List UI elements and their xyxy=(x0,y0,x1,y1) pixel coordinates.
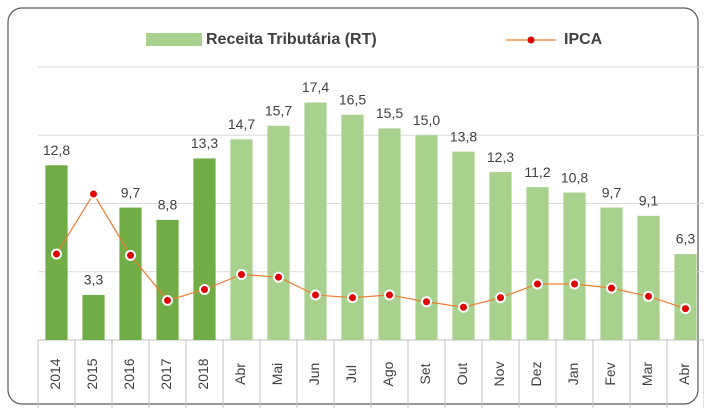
data-label: 15,7 xyxy=(265,102,292,118)
data-label: 16,5 xyxy=(339,91,366,107)
x-tick-label: Fev xyxy=(602,362,618,385)
data-label: 17,4 xyxy=(302,79,329,95)
data-label: 13,8 xyxy=(450,128,477,144)
line-marker xyxy=(680,303,691,315)
bar xyxy=(193,158,216,340)
line-marker xyxy=(532,278,543,290)
bar xyxy=(452,151,475,340)
bar xyxy=(526,187,549,340)
x-tick-label: Ago xyxy=(380,361,396,386)
line-marker xyxy=(236,268,247,280)
x-tick-label: Jul xyxy=(343,365,359,383)
legend-marker xyxy=(527,36,535,44)
bar xyxy=(674,254,697,340)
x-tick-label: Abr xyxy=(232,363,248,385)
x-tick-label: 2017 xyxy=(158,358,174,389)
data-label: 8,8 xyxy=(158,197,178,213)
bar xyxy=(304,102,327,341)
x-tick-label: Out xyxy=(454,363,470,386)
bar xyxy=(378,128,401,340)
bar xyxy=(637,215,660,340)
line-marker xyxy=(125,249,136,261)
data-label: 11,2 xyxy=(524,164,550,180)
x-tick-label: Mar xyxy=(639,362,655,386)
bar xyxy=(341,114,364,341)
data-label: 10,8 xyxy=(561,169,588,185)
line-marker xyxy=(347,292,358,304)
x-tick-label: Dez xyxy=(528,362,544,387)
bar xyxy=(82,294,105,340)
line-marker xyxy=(495,292,506,304)
line-marker xyxy=(384,289,395,301)
legend-label: Receita Tributária (RT) xyxy=(206,31,377,48)
x-tick-label: Jan xyxy=(565,363,581,386)
data-label: 12,3 xyxy=(487,149,514,165)
line-marker xyxy=(88,188,99,200)
line-marker xyxy=(51,248,62,260)
line-marker xyxy=(458,301,469,313)
line-marker xyxy=(569,278,580,290)
line-marker xyxy=(643,290,654,302)
data-label: 9,7 xyxy=(602,184,622,200)
data-label: 12,8 xyxy=(43,142,70,158)
data-label: 14,7 xyxy=(228,116,255,132)
bar xyxy=(489,172,512,340)
bar xyxy=(415,135,438,340)
data-label: 9,7 xyxy=(121,184,141,200)
line-marker xyxy=(162,294,173,306)
legend-label: IPCA xyxy=(564,31,603,48)
bar xyxy=(563,192,586,340)
data-label: 15,0 xyxy=(413,112,440,128)
x-tick-label: 2018 xyxy=(195,358,211,389)
x-tick-label: Abr xyxy=(676,363,692,385)
data-label: 3,3 xyxy=(84,272,104,288)
bar xyxy=(156,219,179,340)
bar xyxy=(600,207,623,340)
x-tick-label: Jun xyxy=(306,363,322,386)
legend-swatch xyxy=(146,33,202,46)
data-label: 9,1 xyxy=(639,192,659,208)
line-marker xyxy=(606,282,617,294)
x-tick-label: Nov xyxy=(491,362,507,387)
bar xyxy=(267,125,290,340)
bar xyxy=(230,139,253,340)
line-marker xyxy=(199,283,210,295)
x-tick-label: Set xyxy=(417,363,433,384)
x-tick-label: 2016 xyxy=(121,358,137,389)
data-label: 15,5 xyxy=(376,105,403,121)
line-marker xyxy=(273,271,284,283)
line xyxy=(55,192,686,310)
x-tick-label: 2015 xyxy=(84,358,100,389)
line-marker xyxy=(421,296,432,308)
line-marker xyxy=(310,289,321,301)
x-tick-label: 2014 xyxy=(47,358,63,389)
bar xyxy=(119,207,142,340)
x-tick-label: Mai xyxy=(269,363,285,386)
data-label: 6,3 xyxy=(676,231,696,247)
data-label: 13,3 xyxy=(191,135,218,151)
